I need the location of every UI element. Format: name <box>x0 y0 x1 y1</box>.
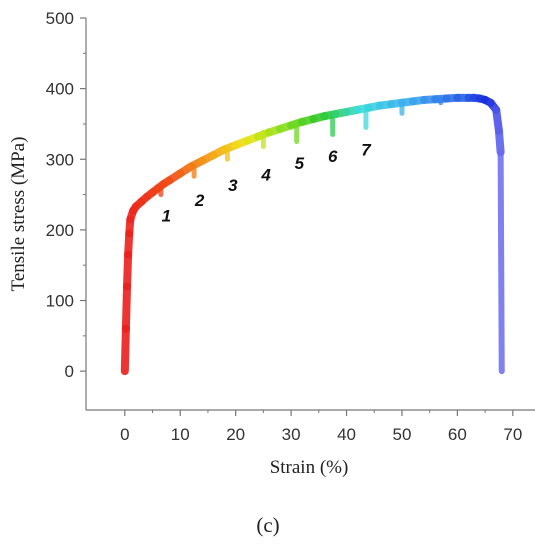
curve-segment-47 <box>494 127 505 157</box>
x-tick-label-20: 20 <box>226 425 245 444</box>
panel-label: (c) <box>256 513 279 537</box>
y-axis-title: Tensile stress (MPa) <box>8 137 29 292</box>
curve-segment-1 <box>120 324 130 376</box>
annotation-4: 4 <box>260 165 271 184</box>
annotation-2: 2 <box>194 191 205 210</box>
y-tick-label-400: 400 <box>46 80 74 99</box>
annotation-1: 1 <box>162 206 171 225</box>
annotation-7: 7 <box>361 141 372 160</box>
curve-segment-2 <box>121 282 132 333</box>
x-tick-label-0: 0 <box>120 425 129 444</box>
y-tick-label-0: 0 <box>65 362 74 381</box>
y-tick-label-200: 200 <box>46 221 74 240</box>
y-axis-ticks: 0 100 200 300 400 500 <box>46 9 86 381</box>
annotation-labels: 1 2 3 4 5 6 7 <box>162 141 373 226</box>
annotation-3: 3 <box>228 176 238 195</box>
x-tick-label-10: 10 <box>171 425 190 444</box>
y-tick-label-500: 500 <box>46 9 74 28</box>
annotation-6: 6 <box>328 147 338 166</box>
x-axis-title: Strain (%) <box>270 457 349 478</box>
x-tick-label-70: 70 <box>503 425 522 444</box>
annotation-5: 5 <box>295 154 305 173</box>
y-tick-label-300: 300 <box>46 150 74 169</box>
plot-area <box>120 93 505 376</box>
x-tick-label-60: 60 <box>448 425 467 444</box>
curve-segment-48 <box>497 149 505 375</box>
y-tick-label-100: 100 <box>46 292 74 311</box>
x-axis-ticks: 0 10 20 30 40 50 60 70 <box>120 410 522 444</box>
x-tick-label-30: 30 <box>282 425 301 444</box>
x-tick-label-40: 40 <box>337 425 356 444</box>
curve-segment-3 <box>123 250 133 291</box>
x-tick-label-50: 50 <box>393 425 412 444</box>
